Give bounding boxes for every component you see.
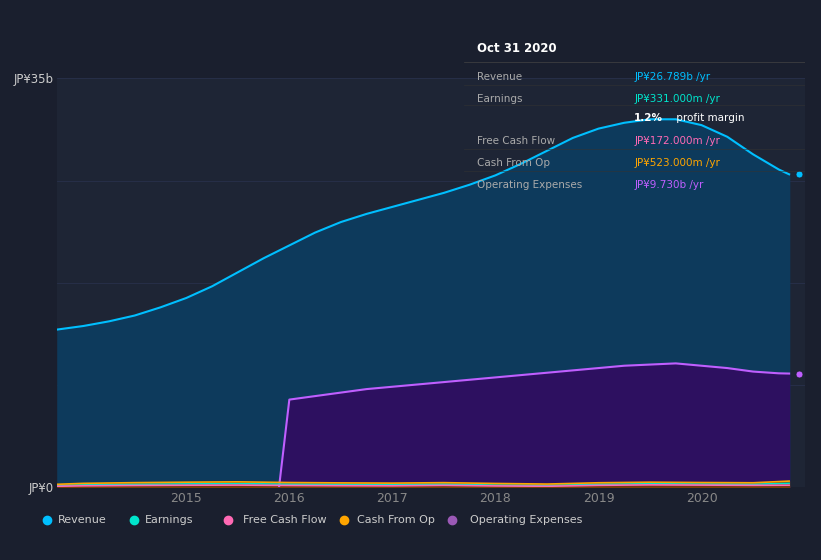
Text: JP¥523.000m /yr: JP¥523.000m /yr <box>635 158 720 168</box>
Text: Operating Expenses: Operating Expenses <box>470 515 582 525</box>
Text: JP¥172.000m /yr: JP¥172.000m /yr <box>635 136 720 146</box>
Text: JP¥9.730b /yr: JP¥9.730b /yr <box>635 180 704 190</box>
Text: Cash From Op: Cash From Op <box>357 515 435 525</box>
Text: Earnings: Earnings <box>144 515 193 525</box>
Text: Revenue: Revenue <box>57 515 107 525</box>
Text: Oct 31 2020: Oct 31 2020 <box>478 41 557 54</box>
Text: profit margin: profit margin <box>673 113 745 123</box>
Text: JP¥331.000m /yr: JP¥331.000m /yr <box>635 94 720 104</box>
Text: Free Cash Flow: Free Cash Flow <box>478 136 556 146</box>
Text: 1.2%: 1.2% <box>635 113 663 123</box>
Text: Revenue: Revenue <box>478 72 523 82</box>
Text: Operating Expenses: Operating Expenses <box>478 180 583 190</box>
Text: Cash From Op: Cash From Op <box>478 158 551 168</box>
Text: JP¥26.789b /yr: JP¥26.789b /yr <box>635 72 710 82</box>
Text: Free Cash Flow: Free Cash Flow <box>243 515 327 525</box>
Text: Earnings: Earnings <box>478 94 523 104</box>
